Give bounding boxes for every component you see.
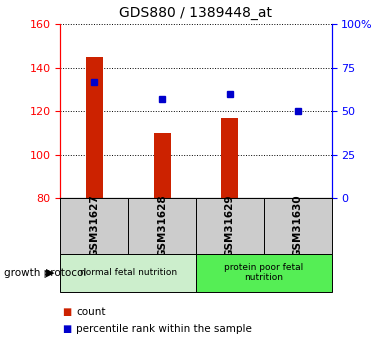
- Title: GDS880 / 1389448_at: GDS880 / 1389448_at: [119, 6, 273, 20]
- Text: growth protocol: growth protocol: [4, 268, 86, 277]
- Text: GSM31627: GSM31627: [89, 195, 99, 257]
- Text: ■: ■: [62, 325, 71, 334]
- Text: percentile rank within the sample: percentile rank within the sample: [76, 325, 252, 334]
- Bar: [196, 198, 264, 254]
- Text: count: count: [76, 307, 106, 317]
- Bar: [60, 254, 196, 292]
- Bar: [86, 57, 103, 198]
- Text: ▶: ▶: [46, 268, 55, 277]
- Text: normal fetal nutrition: normal fetal nutrition: [80, 268, 177, 277]
- Bar: [154, 133, 170, 198]
- Bar: [60, 198, 128, 254]
- Text: protein poor fetal
nutrition: protein poor fetal nutrition: [224, 263, 303, 282]
- Text: GSM31629: GSM31629: [225, 195, 235, 257]
- Bar: [264, 198, 332, 254]
- Text: GSM31630: GSM31630: [292, 195, 303, 257]
- Bar: [222, 118, 238, 198]
- Bar: [196, 254, 332, 292]
- Text: GSM31628: GSM31628: [157, 195, 167, 257]
- Text: ■: ■: [62, 307, 71, 317]
- Bar: [128, 198, 196, 254]
